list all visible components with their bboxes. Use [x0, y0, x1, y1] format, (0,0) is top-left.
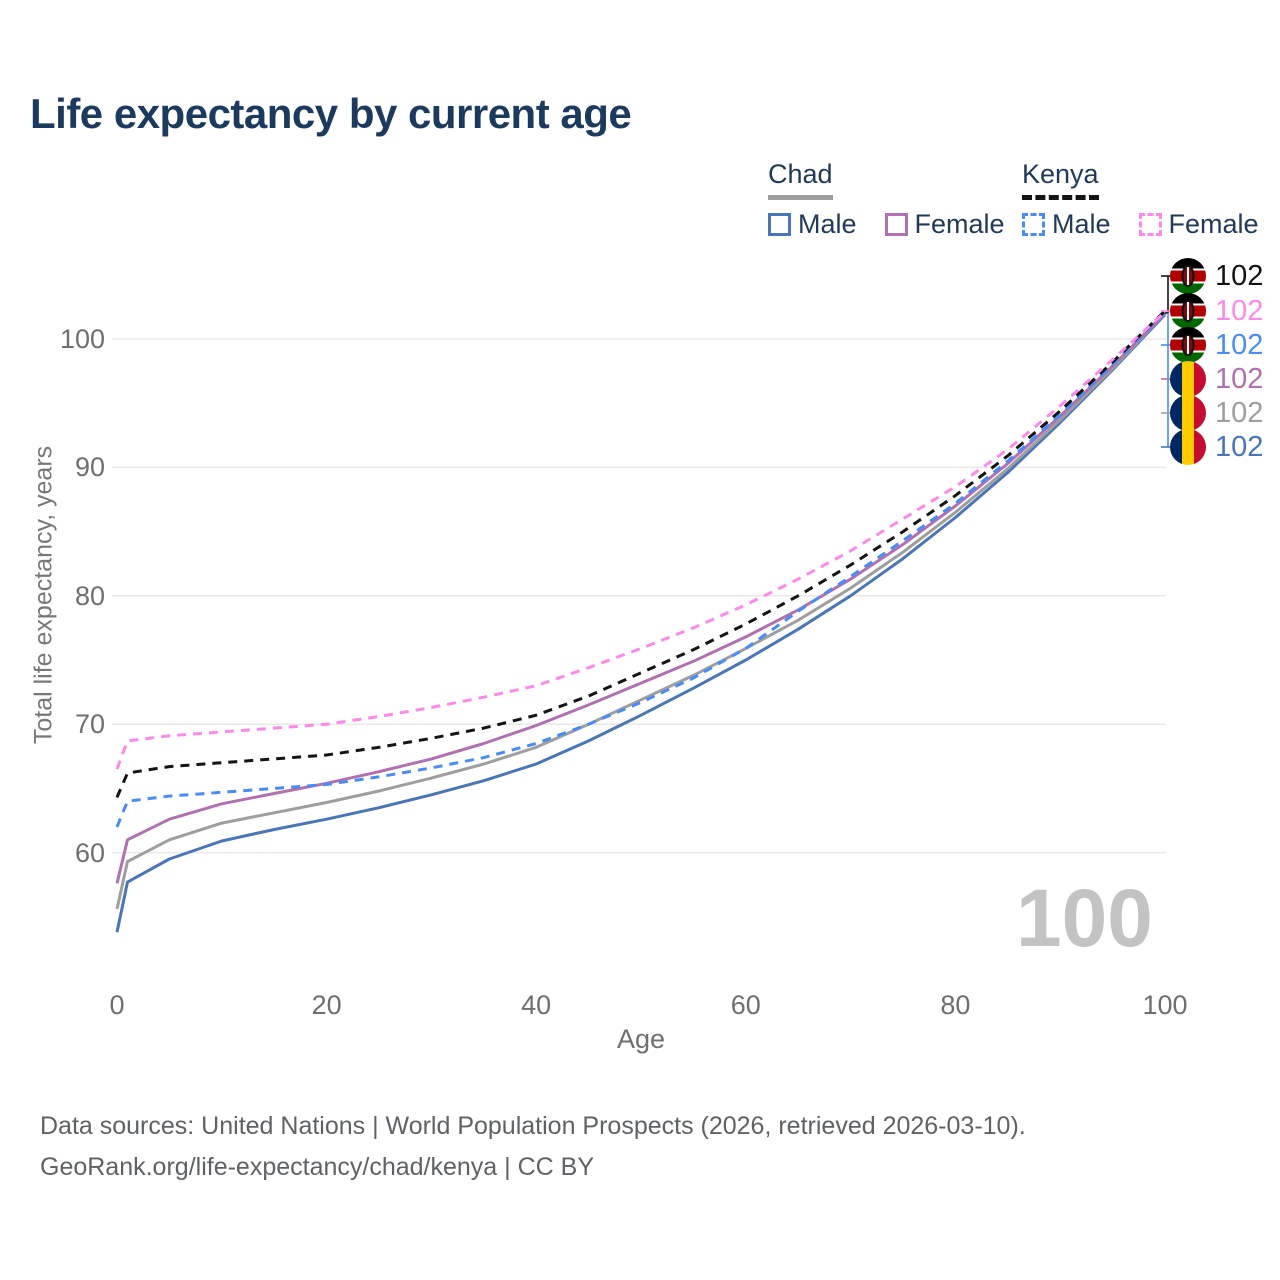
series-line-kenya-total [115, 309, 1167, 798]
legend-country-kenya[interactable]: Kenya [1022, 159, 1099, 200]
legend-item-label: Male [798, 208, 857, 239]
kenya-flag-icon [1170, 327, 1206, 363]
y-tick-60: 60 [74, 837, 105, 868]
series-line-chad-total [115, 312, 1167, 910]
series-line-chad-female [115, 312, 1167, 884]
legend-group-chad: Chad Male Female [768, 159, 1005, 240]
legend-country-chad[interactable]: Chad [768, 159, 833, 200]
kenya-male-swatch-icon [1022, 212, 1045, 236]
kenya-female-swatch-icon [1138, 212, 1162, 236]
end-label-kenya-male: 102 [1170, 327, 1263, 363]
x-tick-0: 0 [109, 990, 125, 1020]
y-tick-80: 80 [74, 580, 105, 611]
legend-item-chad-male[interactable]: Male [768, 209, 857, 240]
y-tick-100: 100 [59, 324, 105, 354]
end-label-kenya-total: 102 [1170, 258, 1263, 294]
end-label-chad-female: 102 [1170, 361, 1263, 397]
end-value: 102 [1215, 430, 1264, 463]
page-title: Life expectancy by current age [30, 90, 632, 137]
end-value: 102 [1215, 362, 1264, 395]
x-tick-60: 60 [730, 990, 761, 1020]
x-axis-title: Age [616, 1024, 666, 1054]
kenya-flag-icon [1170, 258, 1206, 294]
chad-female-swatch-icon [884, 212, 908, 236]
chad-male-swatch-icon [768, 212, 791, 236]
legend-item-label: Male [1052, 208, 1111, 239]
x-tick-100: 100 [1142, 990, 1188, 1020]
series-line-chad-male [115, 313, 1167, 933]
legend-item-chad-female[interactable]: Female [884, 208, 1005, 240]
line-chart-canvas [112, 275, 1174, 933]
chad-flag-icon [1170, 429, 1206, 465]
legend-group-kenya: Kenya Male Female [1022, 159, 1259, 240]
legend-item-kenya-female[interactable]: Female [1138, 208, 1259, 240]
legend-item-label: Female [914, 208, 1005, 239]
attribution-footer: Data sources: United Nations | World Pop… [40, 1106, 1026, 1188]
x-tick-40: 40 [521, 990, 552, 1020]
legend-items-chad: Male Female [768, 209, 1005, 240]
chad-flag-icon [1170, 395, 1206, 431]
x-tick-20: 20 [311, 990, 342, 1020]
series-line-kenya-female [115, 310, 1167, 770]
end-value: 102 [1215, 294, 1264, 327]
end-value: 102 [1215, 396, 1264, 429]
chad-flag-icon [1170, 361, 1206, 397]
y-tick-70: 70 [74, 709, 105, 740]
legend-items-kenya: Male Female [1022, 209, 1259, 240]
x-tick-80: 80 [940, 990, 971, 1020]
series-line-kenya-male [115, 310, 1167, 828]
georank-url-line[interactable]: GeoRank.org/life-expectancy/chad/kenya |… [40, 1153, 594, 1181]
end-value: 102 [1215, 259, 1264, 292]
end-label-chad-male: 102 [1170, 429, 1263, 465]
end-value: 102 [1215, 328, 1264, 361]
age-counter-watermark: 100 [1016, 873, 1153, 964]
legend-item-kenya-male[interactable]: Male [1022, 209, 1111, 240]
data-sources-line: Data sources: United Nations | World Pop… [40, 1112, 1026, 1140]
end-label-kenya-female: 102 [1170, 293, 1263, 329]
end-label-chad-total: 102 [1170, 395, 1263, 431]
y-tick-90: 90 [74, 452, 105, 483]
kenya-flag-icon [1170, 293, 1206, 329]
legend-item-label: Female [1168, 208, 1259, 239]
